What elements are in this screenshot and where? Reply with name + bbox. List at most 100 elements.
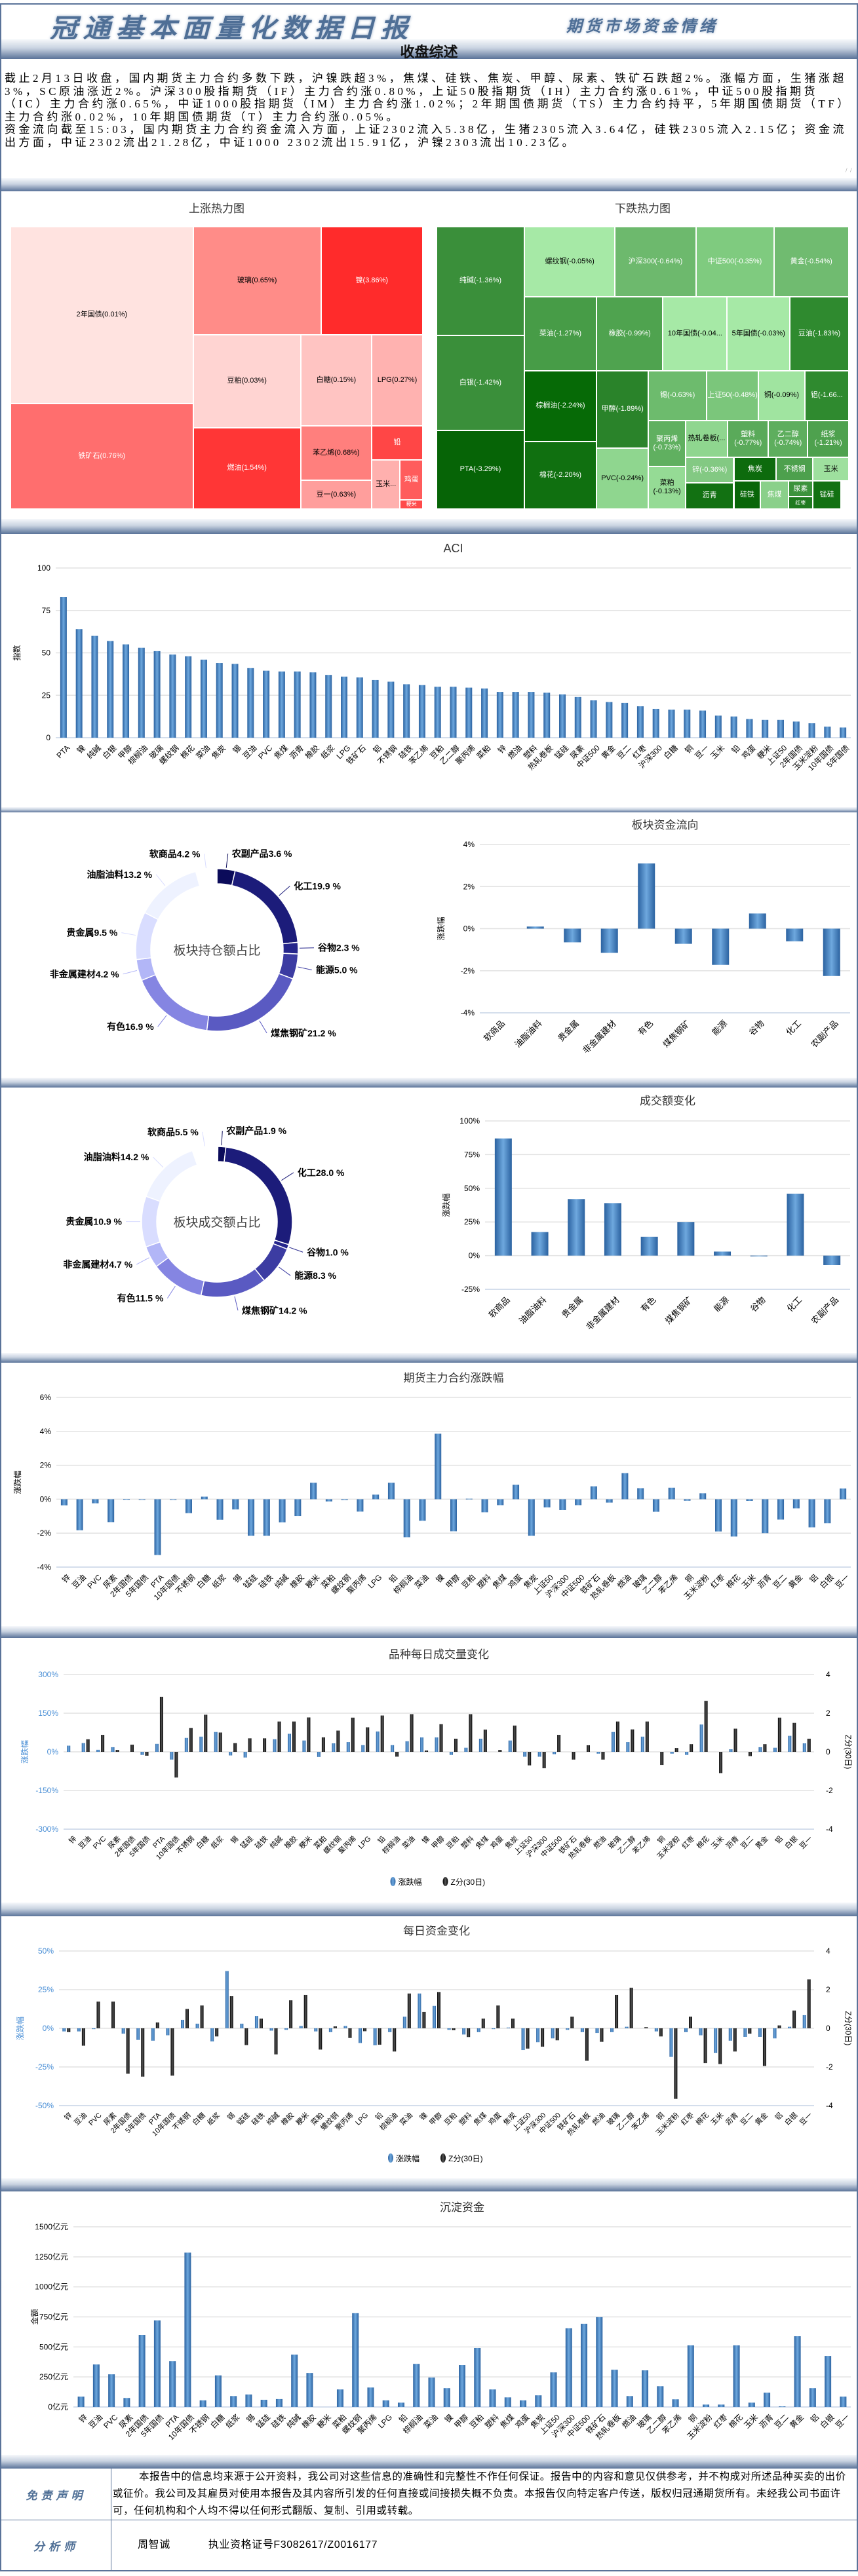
heatmap-cell[interactable]: 不锈钢 [776, 457, 813, 482]
bar-change[interactable] [595, 2028, 599, 2034]
bar[interactable] [596, 2317, 603, 2407]
heatmap-cell[interactable]: LPG(0.27%) [372, 335, 423, 426]
bar[interactable] [526, 926, 544, 929]
bar-change[interactable] [210, 2028, 214, 2042]
bar-zscore[interactable] [410, 1714, 414, 1752]
heatmap-cell[interactable]: 鸡蛋 [400, 459, 423, 500]
bar-zscore[interactable] [145, 1752, 149, 1756]
bar[interactable] [435, 1433, 442, 1500]
bar[interactable] [496, 692, 503, 738]
bar-change[interactable] [402, 2017, 406, 2028]
bar-zscore[interactable] [557, 1735, 561, 1752]
bar[interactable] [443, 2388, 450, 2407]
bar-change[interactable] [462, 2028, 466, 2035]
bar-zscore[interactable] [733, 1728, 737, 1752]
donut-segment[interactable] [224, 1146, 293, 1245]
bar[interactable] [231, 664, 239, 738]
heatmap-cell[interactable]: 焦炭 [733, 457, 777, 482]
bar[interactable] [356, 677, 363, 738]
bar[interactable] [367, 2387, 374, 2407]
bar-change[interactable] [788, 2026, 792, 2028]
heatmap-cell[interactable]: 上证50(-0.48%) [706, 370, 759, 421]
bar-change[interactable] [802, 2015, 806, 2028]
bar[interactable] [792, 1499, 800, 1509]
bar-change[interactable] [121, 2028, 125, 2034]
heatmap-cell[interactable]: 焦煤 [760, 481, 789, 509]
bar[interactable] [481, 1499, 488, 1513]
bar[interactable] [123, 644, 130, 738]
bar[interactable] [153, 2320, 161, 2407]
bar-change[interactable] [92, 2028, 96, 2030]
heatmap-cell[interactable]: 豆粕(0.03%) [193, 335, 301, 428]
bar[interactable] [294, 1499, 302, 1517]
resize-handle-icon[interactable]: // [845, 166, 855, 174]
heatmap-cell[interactable]: 纯碱(-1.36%) [437, 227, 524, 335]
bar-zscore[interactable] [792, 2010, 796, 2028]
bar[interactable] [528, 692, 535, 738]
bar[interactable] [279, 1499, 286, 1523]
bar-change[interactable] [610, 2028, 614, 2032]
bar-zscore[interactable] [215, 2028, 219, 2037]
bar-change[interactable] [580, 2028, 584, 2032]
bar[interactable] [808, 723, 815, 738]
bar-zscore[interactable] [763, 1744, 767, 1752]
bar-change[interactable] [758, 2028, 762, 2037]
bar[interactable] [341, 1499, 348, 1500]
bar-zscore[interactable] [703, 2028, 707, 2064]
bar-zscore[interactable] [86, 1739, 90, 1752]
heatmap-cell[interactable]: 10年国债(-0.04... [663, 296, 728, 371]
heatmap-cell[interactable]: 沪深300(-0.64%) [615, 227, 696, 297]
bar[interactable] [568, 1199, 585, 1256]
bar[interactable] [325, 1499, 332, 1502]
bar[interactable] [777, 1499, 785, 1520]
bar-zscore[interactable] [307, 1717, 311, 1752]
heatmap-cell[interactable]: 锡(-0.63%) [648, 370, 707, 421]
bar[interactable] [581, 2323, 588, 2407]
bar[interactable] [138, 647, 145, 738]
heatmap-cell[interactable]: 螺纹钢(-0.05%) [524, 227, 615, 297]
bar-change[interactable] [136, 2028, 140, 2040]
bar-change[interactable] [773, 1747, 777, 1752]
bar[interactable] [652, 708, 659, 738]
heatmap-cell[interactable]: 镍(3.86%) [321, 227, 423, 335]
bar-zscore[interactable] [777, 1717, 781, 1752]
bar-change[interactable] [170, 1752, 174, 1760]
bar-zscore[interactable] [762, 2028, 766, 2066]
bar[interactable] [413, 2364, 420, 2407]
bar-change[interactable] [328, 2028, 332, 2032]
bar[interactable] [590, 700, 597, 738]
bar-change[interactable] [96, 1749, 100, 1752]
summary-textarea[interactable]: 截止2月13日收盘，国内期货主力合约多数下跌，沪镍跌超3%，焦煤、硅铁、焦炭、甲… [0, 59, 858, 178]
bar[interactable] [792, 721, 800, 738]
bar-change[interactable] [699, 2028, 703, 2036]
bar[interactable] [263, 670, 270, 738]
bar-zscore[interactable] [555, 2028, 559, 2041]
heatmap-cell[interactable]: 沥青 [685, 482, 734, 509]
bar-change[interactable] [77, 2028, 81, 2032]
bar-change[interactable] [346, 1742, 350, 1752]
bar[interactable] [714, 715, 722, 738]
heatmap-cell[interactable]: 铜(-0.09%) [758, 370, 805, 421]
bar[interactable] [382, 2400, 389, 2407]
bar-zscore[interactable] [185, 2009, 189, 2029]
bar-zscore[interactable] [126, 2028, 130, 2074]
bar-zscore[interactable] [174, 1752, 178, 1778]
bar-change[interactable] [418, 1993, 421, 2028]
bar-change[interactable] [449, 1752, 453, 1755]
donut-segment[interactable] [155, 1257, 205, 1297]
bar[interactable] [465, 687, 473, 738]
bar[interactable] [512, 692, 519, 738]
bar-zscore[interactable] [481, 2018, 485, 2028]
bar-zscore[interactable] [659, 2028, 663, 2037]
bar-zscore[interactable] [644, 2027, 648, 2028]
bar[interactable] [718, 2404, 725, 2407]
bar-zscore[interactable] [81, 2028, 85, 2046]
bar-zscore[interactable] [336, 1730, 340, 1752]
bar[interactable] [247, 668, 254, 738]
bar[interactable] [520, 2400, 527, 2407]
bar[interactable] [92, 1499, 99, 1504]
bar[interactable] [684, 710, 691, 738]
heatmap-cell[interactable]: 聚丙烯(-0.73%) [648, 420, 686, 466]
bar[interactable] [823, 1255, 841, 1265]
bar[interactable] [278, 671, 285, 738]
